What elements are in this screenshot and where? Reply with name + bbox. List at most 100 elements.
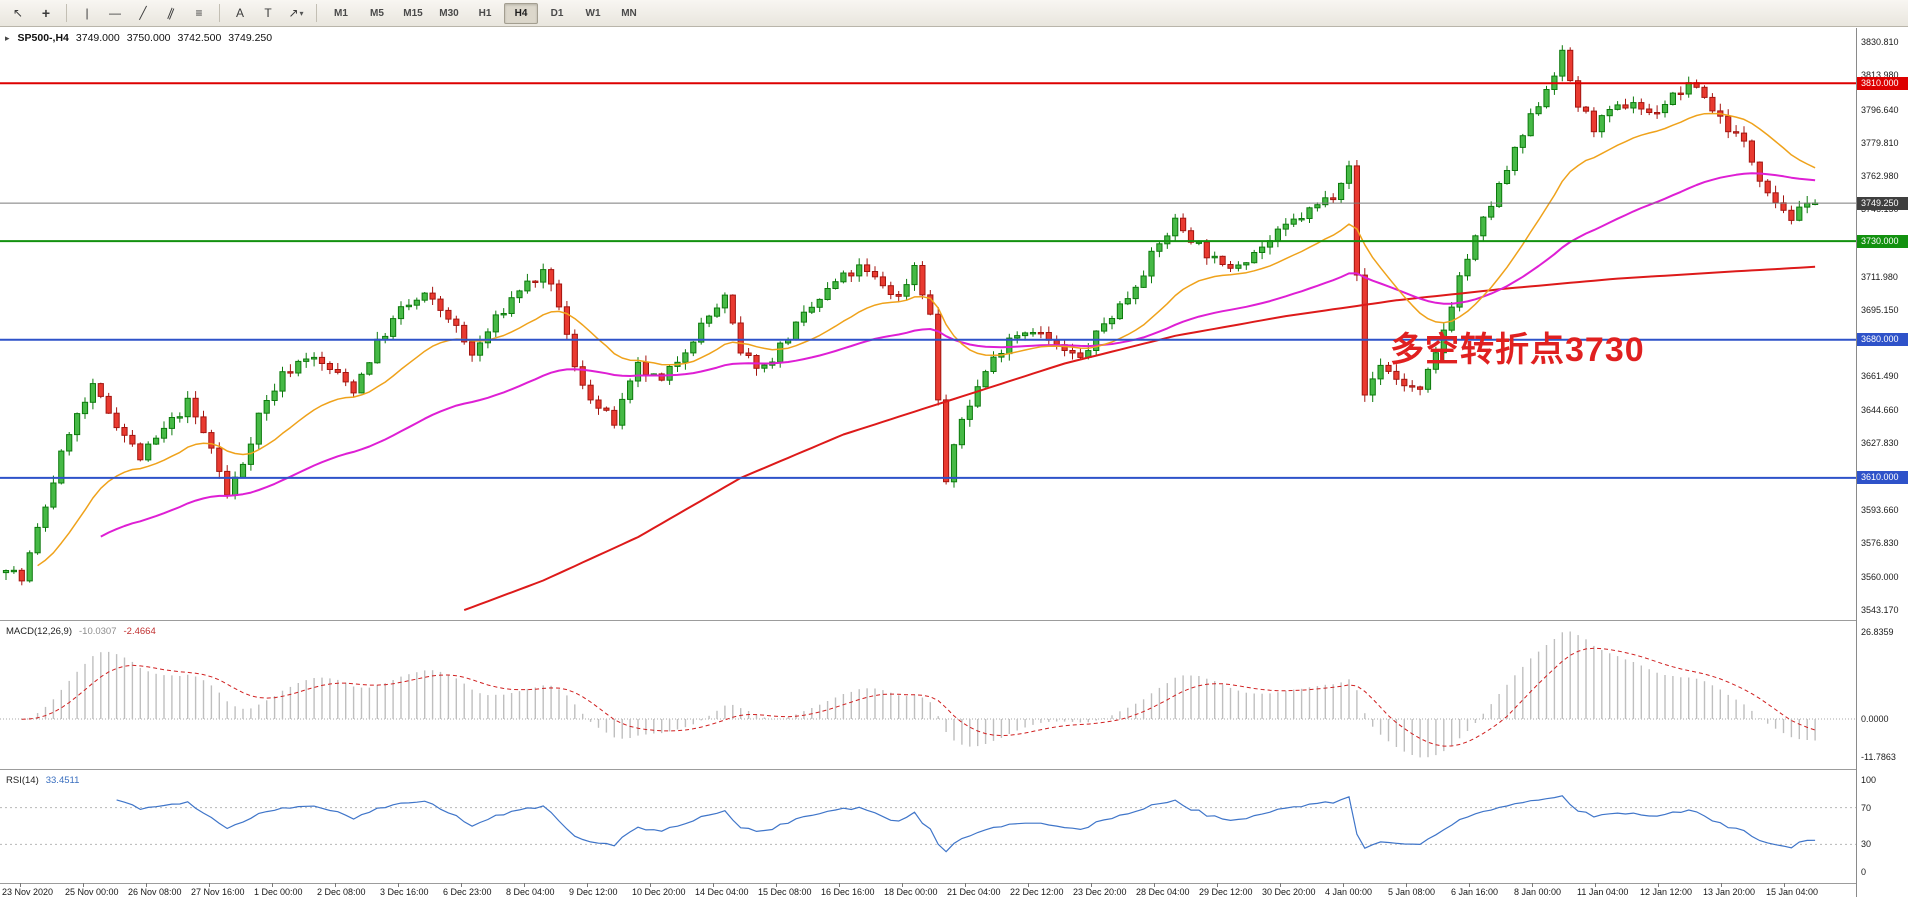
time-tick-mark	[1091, 883, 1092, 887]
rsi-label-row: RSI(14) 33.4511	[6, 775, 79, 786]
bar-open-value: 3749.000	[75, 32, 120, 44]
pane-splitter-macd[interactable]	[0, 620, 1908, 621]
timeframe-m30-button[interactable]: M30	[439, 7, 459, 19]
symbol-period-label: SP500-,H4	[17, 32, 69, 44]
time-tick-mark	[146, 883, 147, 887]
candles	[2, 45, 1819, 586]
one-click-trading-arrow[interactable]: ▸	[5, 32, 10, 43]
tool-equidistant-channel-button[interactable]: ∥	[158, 2, 184, 25]
price-tick: 3627.830	[1861, 437, 1899, 448]
time-tick-mark	[1280, 883, 1281, 887]
pane-splitter-rsi[interactable]	[0, 769, 1908, 770]
timeframe-d1-button[interactable]: D1	[550, 7, 564, 19]
arrows-icon: ↗	[288, 6, 299, 20]
time-tick-mark	[1154, 883, 1155, 887]
time-tick-mark	[587, 883, 588, 887]
time-tick-mark	[272, 883, 273, 887]
rsi-tick: 30	[1861, 839, 1872, 850]
time-label: 1 Dec 00:00	[254, 887, 303, 897]
vertical-line-icon: |	[85, 6, 89, 20]
timeframe-m15-button[interactable]: M15	[403, 7, 423, 19]
toolbar-separator	[219, 4, 220, 22]
time-tick-mark	[839, 883, 840, 887]
bar-low-value: 3742.500	[177, 32, 222, 44]
time-label: 8 Jan 00:00	[1514, 887, 1562, 897]
time-axis[interactable]: 23 Nov 2020 25 Nov 00:00 26 Nov 08:00 27 No…	[0, 883, 1856, 897]
time-label: 10 Dec 20:00	[632, 887, 686, 897]
line-studies-toolbar: ↖ + | — ╱ ∥ ≡ A T ↗ ▾	[4, 2, 310, 25]
timeframe-m1-button[interactable]: M1	[334, 7, 348, 19]
price-axis[interactable]: 3830.810 3813.980 3796.640 3779.810 3762.980…	[1856, 28, 1908, 897]
timeframe-m5-button[interactable]: M5	[370, 7, 384, 19]
medium-ma-line	[100, 172, 1816, 538]
text-icon: A	[235, 6, 244, 20]
time-tick-mark	[83, 883, 84, 887]
bar-high-value: 3750.000	[126, 32, 171, 44]
macd-signal-line	[21, 647, 1816, 747]
price-tick: 3711.980	[1861, 271, 1898, 282]
tool-text-label-button[interactable]: T	[255, 2, 281, 25]
tool-crosshair-button[interactable]: +	[33, 2, 59, 25]
time-label: 6 Jan 16:00	[1451, 887, 1499, 897]
macd-histogram	[21, 631, 1816, 758]
macd-label-row: MACD(12,26,9) -10.0307 -2.4664	[6, 626, 156, 637]
price-tick: 3779.810	[1861, 137, 1899, 148]
chart-header: ▸ SP500-,H4 3749.000 3750.000 3742.500 3…	[5, 32, 272, 44]
tool-trendline-button[interactable]: ╱	[130, 2, 156, 25]
price-tick: 3813.980	[1861, 70, 1899, 81]
tool-horizontal-line-button[interactable]: —	[102, 2, 128, 25]
time-tick-mark	[335, 883, 336, 887]
time-label: 28 Dec 04:00	[1136, 887, 1190, 897]
time-label: 9 Dec 12:00	[569, 887, 618, 897]
price-tick: 3830.810	[1861, 37, 1899, 48]
dropdown-caret-icon: ▾	[299, 8, 304, 18]
slow-ma-line	[463, 265, 1816, 612]
rsi-tick: 100	[1861, 775, 1877, 785]
horizontal-level-lines[interactable]	[0, 82, 1856, 479]
time-label: 27 Nov 16:00	[191, 887, 245, 897]
tool-vertical-line-button[interactable]: |	[74, 2, 100, 25]
timeframe-h1-button[interactable]: H1	[478, 7, 492, 19]
time-label: 11 Jan 04:00	[1577, 887, 1629, 897]
tool-arrows-button[interactable]: ↗ ▾	[283, 2, 309, 25]
time-axis-separator	[0, 883, 1908, 884]
time-label: 25 Nov 00:00	[65, 887, 119, 897]
timeframes-toolbar: M1 M5 M15 M30 H1 H4 D1 W1 MN	[323, 2, 647, 24]
fibonacci-retracement-icon: ≡	[195, 6, 203, 20]
macd-main-value: -10.0307	[79, 626, 117, 637]
toolbar-separator	[316, 4, 317, 22]
macd-tick: -11.7863	[1861, 752, 1896, 763]
fast-ma-line	[37, 112, 1816, 567]
macd-tick: 26.8359	[1861, 626, 1894, 637]
time-tick-mark	[1532, 883, 1533, 887]
price-tick: 3543.170	[1861, 604, 1899, 615]
time-tick-mark	[1343, 883, 1344, 887]
timeframe-w1-button[interactable]: W1	[585, 7, 601, 19]
tool-fibonacci-retracement-button[interactable]: ≡	[186, 2, 212, 25]
toolbar-separator	[66, 4, 67, 22]
time-label: 23 Nov 2020	[2, 887, 54, 897]
timeframe-h4-button[interactable]: H4	[504, 2, 538, 24]
level-price-label: 3610.000	[1857, 471, 1908, 485]
current-price-label: 3749.250	[1857, 196, 1908, 210]
text-label-icon: T	[264, 6, 272, 20]
time-tick-mark	[1028, 883, 1029, 887]
rsi-indicator-pane[interactable]	[0, 772, 1856, 883]
price-tick: 3762.980	[1861, 171, 1899, 182]
tool-text-button[interactable]: A	[227, 2, 253, 25]
time-label: 21 Dec 04:00	[947, 887, 1001, 897]
time-label: 6 Dec 23:00	[443, 887, 492, 897]
tool-cursor-button[interactable]: ↖	[5, 2, 31, 25]
crosshair-icon: +	[41, 5, 51, 21]
time-label: 13 Jan 20:00	[1703, 887, 1756, 897]
timeframe-mn-button[interactable]: MN	[621, 7, 637, 19]
rsi-line	[116, 795, 1816, 853]
time-label: 29 Dec 12:00	[1199, 887, 1253, 897]
macd-tick: 0.0000	[1861, 714, 1889, 724]
level-price-label: 3730.000	[1857, 234, 1908, 248]
horizontal-line-icon: —	[109, 6, 121, 20]
macd-indicator-pane[interactable]	[0, 623, 1856, 769]
time-label: 14 Dec 04:00	[695, 887, 749, 897]
main-price-chart[interactable]	[0, 28, 1856, 620]
